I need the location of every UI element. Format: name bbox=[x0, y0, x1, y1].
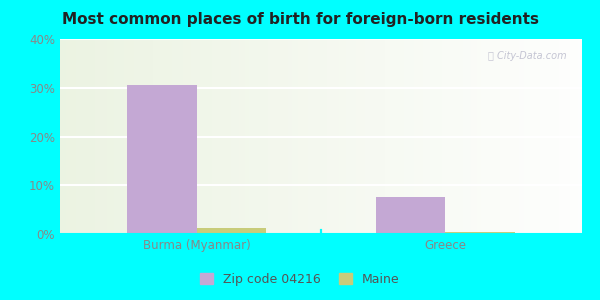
Bar bbox=[197, 228, 266, 234]
Text: Most common places of birth for foreign-born residents: Most common places of birth for foreign-… bbox=[62, 12, 539, 27]
Bar bbox=[376, 197, 445, 234]
Text: Ⓠ City-Data.com: Ⓠ City-Data.com bbox=[488, 51, 566, 61]
Bar bbox=[127, 85, 197, 234]
Bar bbox=[445, 232, 515, 234]
Legend: Zip code 04216, Maine: Zip code 04216, Maine bbox=[196, 268, 404, 291]
